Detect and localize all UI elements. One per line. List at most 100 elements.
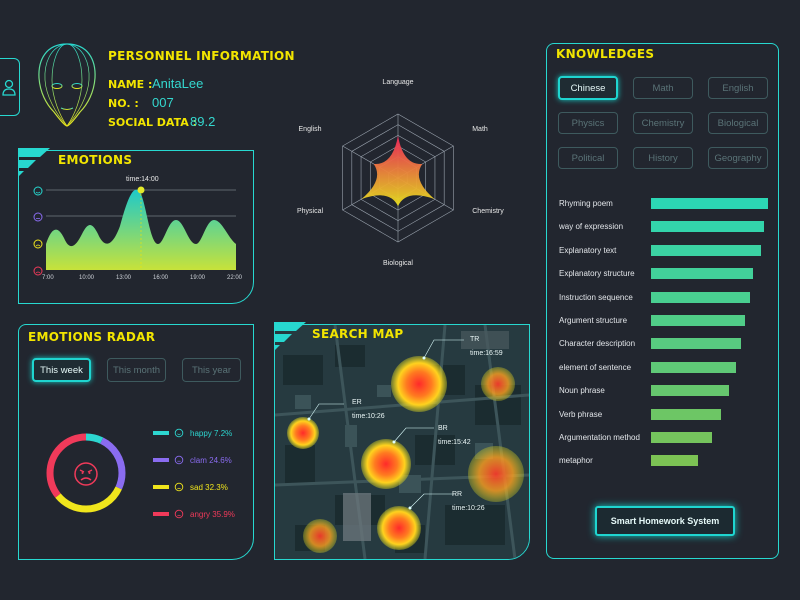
subject-chinese[interactable]: Chinese (558, 76, 618, 100)
radar-axis-label: Physical (296, 208, 324, 215)
donut-slice (46, 433, 126, 513)
search-map-title: SEARCH MAP (312, 327, 404, 341)
radar-axis-label: English (298, 126, 322, 133)
smart-homework-label: Smart Homework System (610, 516, 720, 526)
radar-axis-label: Language (382, 79, 414, 86)
social-data-value: 89.2 (190, 114, 216, 129)
skill-label: Verb phrase (559, 409, 603, 419)
sad-face-icon (33, 239, 43, 249)
angry-face-icon (33, 266, 43, 276)
legend-swatch (153, 431, 169, 435)
skill-bar (651, 408, 722, 420)
x-tick: 16:00 (153, 275, 169, 281)
subject-radar-chart (342, 113, 454, 243)
marker-rr-time: time:10:26 (452, 505, 485, 512)
peak-time-label: time:14:00 (126, 176, 159, 183)
skill-bar (651, 338, 742, 350)
skill-bar (651, 315, 745, 326)
skill-label: Instruction sequence (559, 292, 633, 302)
subject-biological[interactable]: Biological (708, 112, 768, 134)
emotions-radar-panel (18, 324, 254, 560)
skill-label: Explanatory text (559, 245, 617, 255)
skill-label: Character description (559, 339, 636, 349)
marker-er-code: ER (352, 399, 362, 406)
radar-axis-label: Biological (383, 260, 413, 267)
sad-face-icon (174, 482, 184, 492)
radar-axis-label: Math (472, 126, 488, 133)
tab-this-year[interactable]: This year (182, 358, 241, 382)
skill-label: metaphor (559, 456, 593, 466)
emotions-radar-title: EMOTIONS RADAR (28, 330, 156, 344)
skill-bar (651, 198, 768, 209)
legend-happy: happy 7.2% (190, 429, 233, 438)
x-tick: 22:00 (227, 275, 243, 281)
profile-side-tab[interactable] (0, 58, 20, 116)
skill-label: Argument structure (559, 316, 628, 325)
subject-english[interactable]: English (708, 77, 768, 99)
legend-swatch (153, 485, 169, 489)
knowledges-title: KNOWLEDGES (556, 47, 655, 61)
marker-tr-code: TR (470, 336, 480, 343)
skill-bar (651, 291, 751, 303)
x-tick: 13:00 (116, 275, 132, 281)
no-value: 007 (152, 95, 174, 110)
skill-bar (651, 221, 765, 233)
knowledges-panel (546, 43, 779, 559)
marker-rr-code: RR (452, 491, 463, 498)
skill-bar (651, 385, 730, 397)
no-label: NO. : (108, 97, 139, 110)
skill-bar (651, 432, 712, 443)
subject-physics[interactable]: Physics (558, 112, 618, 134)
marker-br-time: time:15:42 (438, 439, 471, 446)
skill-label: Explanatory structure (559, 269, 635, 279)
skill-bar (651, 244, 761, 256)
emotions-wave-chart (46, 186, 236, 270)
name-label: NAME : (108, 78, 153, 91)
tab-this-month[interactable]: This month (107, 358, 166, 382)
subject-political[interactable]: Political (558, 147, 618, 169)
calm-face-icon (174, 455, 184, 465)
legend-swatch (153, 512, 169, 516)
marker-er-time: time:10:26 (352, 413, 385, 420)
subject-math[interactable]: Math (633, 77, 693, 99)
legend-swatch (153, 458, 169, 462)
skill-label: Rhyming poem (559, 199, 613, 208)
head-wireframe-icon (38, 43, 96, 127)
subject-geography[interactable]: Geography (708, 147, 768, 169)
skill-bar (651, 455, 698, 467)
radar-value-area (361, 135, 435, 207)
panel-stripes (18, 148, 50, 177)
tab-this-week[interactable]: This week (32, 358, 91, 382)
subject-history[interactable]: History (633, 147, 693, 169)
emotion-donut-chart (46, 433, 126, 513)
name-value: AnitaLee (152, 76, 204, 91)
legend-calm: clam 24.6% (190, 456, 232, 465)
emotions-x-axis: 7:00 10:00 13:00 16:00 19:00 22:00 (42, 275, 243, 285)
x-tick: 19:00 (190, 275, 206, 281)
angry-face-icon (174, 509, 184, 519)
radar-axis-label: Chemistry (472, 208, 504, 215)
skill-label: element of sentence (559, 362, 632, 372)
subject-chemistry[interactable]: Chemistry (633, 112, 693, 134)
smart-homework-button[interactable]: Smart Homework System (595, 506, 735, 536)
emotions-title: EMOTIONS (58, 153, 133, 167)
happy-face-icon (33, 186, 43, 196)
user-icon (2, 79, 16, 96)
donut-slice (46, 433, 126, 513)
panel-stripes (274, 322, 306, 351)
donut-slice (46, 433, 126, 513)
happy-face-icon (174, 428, 184, 438)
skill-bar (651, 268, 753, 280)
legend-sad: sad 32.3% (190, 483, 228, 492)
x-tick: 7:00 (42, 275, 54, 281)
emotions-panel (18, 150, 254, 304)
heat-spots (287, 339, 524, 553)
x-tick: 10:00 (79, 275, 95, 281)
angry-face-icon (74, 462, 98, 486)
skill-label: Noun phrase (559, 386, 605, 396)
marker-br-code: BR (438, 425, 448, 432)
emotion-level-icons (33, 186, 43, 276)
skill-label: Argumentation method (559, 433, 640, 442)
marker-tr-time: time:16:59 (470, 350, 503, 357)
legend-angry: angry 35.9% (190, 510, 235, 519)
